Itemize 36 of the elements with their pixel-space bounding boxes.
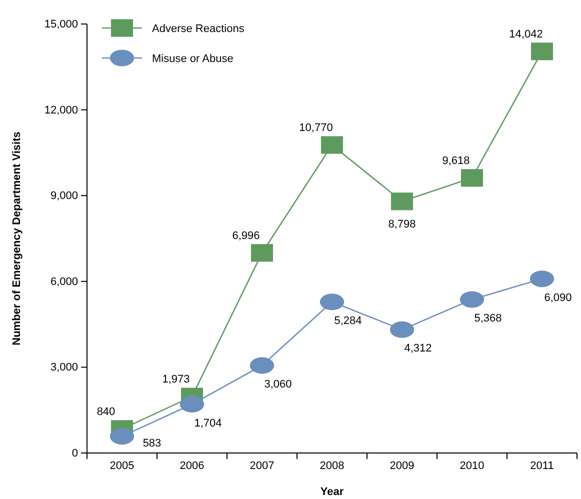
x-tick-label: 2009 xyxy=(390,460,414,472)
y-tick-label: 9,000 xyxy=(50,190,78,202)
y-tick-label: 3,000 xyxy=(50,362,78,374)
data-label: 1,973 xyxy=(162,374,190,386)
y-tick-label: 0 xyxy=(72,448,78,460)
data-label: 6,090 xyxy=(544,292,572,304)
point xyxy=(251,244,273,262)
x-tick-label: 2005 xyxy=(110,460,134,472)
data-label: 5,368 xyxy=(474,312,502,324)
data-label: 4,312 xyxy=(404,342,432,355)
data-label: 1,704 xyxy=(194,417,222,430)
y-axis-title: Number of Emergency Department Visits xyxy=(11,132,23,346)
data-label: 9,618 xyxy=(442,154,470,167)
y-tick-label: 15,000 xyxy=(44,18,78,31)
x-tick-label: 2007 xyxy=(250,460,274,472)
x-tick-label: 2010 xyxy=(460,460,484,472)
y-tick-label: 6,000 xyxy=(50,276,78,288)
data-label: 840 xyxy=(96,406,116,418)
data-label: 8,798 xyxy=(388,218,416,230)
legend-label: Misuse or Abuse xyxy=(152,53,234,65)
x-tick-label: 2008 xyxy=(320,460,344,472)
legend-label: Adverse Reactions xyxy=(152,23,245,35)
y-tick-label: 12,000 xyxy=(44,104,78,116)
x-tick-label: 2011 xyxy=(530,460,554,472)
data-label: 583 xyxy=(142,437,162,450)
point xyxy=(531,42,553,60)
point xyxy=(321,136,343,154)
x-tick-label: 2006 xyxy=(180,460,204,472)
data-label: 6,996 xyxy=(232,230,260,242)
data-label: 10,770 xyxy=(299,122,333,134)
data-label: 5,284 xyxy=(334,314,362,327)
data-label: 14,042 xyxy=(509,28,543,40)
x-axis-title: Year xyxy=(320,486,344,498)
data-label: 3,060 xyxy=(264,378,292,390)
point xyxy=(461,169,483,187)
point xyxy=(391,192,413,210)
